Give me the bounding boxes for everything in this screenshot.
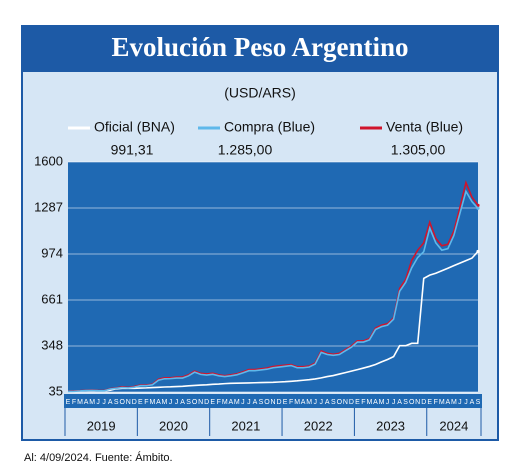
x-tick-label: A bbox=[397, 399, 402, 406]
x-tick-label: D bbox=[276, 399, 281, 406]
x-tick-label: J bbox=[102, 399, 106, 406]
x-tick-label: A bbox=[156, 399, 161, 406]
x-tick-label: A bbox=[253, 399, 258, 406]
x-tick-label: N bbox=[415, 399, 420, 406]
x-tick-label: J bbox=[175, 399, 179, 406]
legend-label: Venta (Blue) bbox=[386, 119, 463, 135]
x-tick-label: S bbox=[476, 399, 481, 406]
end-marker bbox=[476, 206, 480, 210]
x-tick-label: M bbox=[77, 399, 83, 406]
x-tick-label: F bbox=[144, 399, 148, 406]
x-tick-label: O bbox=[337, 399, 343, 406]
end-marker bbox=[476, 249, 480, 254]
footer: Al: 4/09/2024. Fuente: Ámbito. bbox=[24, 451, 173, 464]
y-tick-label: 974 bbox=[41, 245, 63, 260]
x-tick-label: J bbox=[386, 399, 390, 406]
x-tick-label: A bbox=[108, 399, 113, 406]
x-tick-label: D bbox=[132, 399, 137, 406]
x-tick-label: A bbox=[301, 399, 306, 406]
year-label: 2019 bbox=[87, 418, 116, 433]
y-tick-label: 1600 bbox=[34, 153, 63, 168]
x-tick-label: D bbox=[204, 399, 209, 406]
chart-title: Evolución Peso Argentino bbox=[111, 32, 408, 62]
x-tick-label: M bbox=[379, 399, 385, 406]
x-tick-label: F bbox=[361, 399, 365, 406]
x-tick-label: A bbox=[228, 399, 233, 406]
x-tick-label: F bbox=[289, 399, 293, 406]
x-tick-label: J bbox=[313, 399, 317, 406]
x-tick-label: N bbox=[126, 399, 131, 406]
series-line bbox=[67, 189, 479, 393]
x-tick-label: M bbox=[222, 399, 228, 406]
x-axis-strip bbox=[64, 394, 482, 408]
legend-label: Compra (Blue) bbox=[224, 119, 315, 135]
x-tick-label: E bbox=[427, 399, 432, 406]
y-tick-label: 35 bbox=[49, 383, 63, 398]
legend-value: 991,31 bbox=[111, 142, 154, 158]
x-tick-label: J bbox=[464, 399, 468, 406]
x-tick-label: M bbox=[306, 399, 312, 406]
x-tick-label: D bbox=[349, 399, 354, 406]
x-tick-label: S bbox=[186, 399, 191, 406]
x-tick-label: J bbox=[319, 399, 323, 406]
legend-label: Oficial (BNA) bbox=[94, 119, 175, 135]
x-tick-label: F bbox=[72, 399, 76, 406]
y-tick-label: 1287 bbox=[34, 199, 63, 214]
x-tick-label: E bbox=[355, 399, 360, 406]
year-label: 2023 bbox=[376, 418, 405, 433]
y-tick-label: 348 bbox=[41, 337, 63, 352]
x-tick-label: A bbox=[84, 399, 89, 406]
end-marker bbox=[476, 203, 480, 207]
x-tick-label: O bbox=[192, 399, 198, 406]
x-tick-label: O bbox=[409, 399, 415, 406]
x-tick-label: A bbox=[470, 399, 475, 406]
x-tick-label: S bbox=[114, 399, 119, 406]
subtitle: (USD/ARS) bbox=[224, 85, 296, 101]
x-tick-label: O bbox=[120, 399, 126, 406]
year-label: 2021 bbox=[231, 418, 260, 433]
x-tick-label: D bbox=[421, 399, 426, 406]
title-band bbox=[22, 26, 498, 72]
x-tick-label: O bbox=[264, 399, 270, 406]
x-tick-label: J bbox=[392, 399, 396, 406]
legend-value: 1.305,00 bbox=[391, 142, 446, 158]
year-label: 2024 bbox=[439, 418, 468, 433]
x-tick-label: M bbox=[367, 399, 373, 406]
x-tick-label: A bbox=[325, 399, 330, 406]
x-tick-label: M bbox=[439, 399, 445, 406]
x-tick-label: F bbox=[434, 399, 438, 406]
x-tick-label: J bbox=[169, 399, 173, 406]
x-tick-label: S bbox=[259, 399, 264, 406]
x-tick-label: J bbox=[458, 399, 462, 406]
x-tick-label: N bbox=[343, 399, 348, 406]
x-tick-label: M bbox=[451, 399, 457, 406]
x-tick-label: S bbox=[403, 399, 408, 406]
x-tick-label: M bbox=[89, 399, 95, 406]
series-line bbox=[67, 250, 479, 393]
x-tick-label: M bbox=[162, 399, 168, 406]
x-tick-label: E bbox=[283, 399, 288, 406]
plot-area bbox=[68, 162, 478, 392]
x-tick-label: A bbox=[373, 399, 378, 406]
x-tick-label: M bbox=[234, 399, 240, 406]
x-tick-label: M bbox=[149, 399, 155, 406]
x-tick-label: J bbox=[247, 399, 251, 406]
x-tick-label: A bbox=[180, 399, 185, 406]
x-tick-label: E bbox=[138, 399, 143, 406]
x-tick-label: F bbox=[217, 399, 221, 406]
x-tick-label: J bbox=[96, 399, 100, 406]
x-tick-label: E bbox=[66, 399, 71, 406]
x-tick-label: J bbox=[241, 399, 245, 406]
year-label: 2022 bbox=[304, 418, 333, 433]
x-tick-label: S bbox=[331, 399, 336, 406]
legend-value: 1.285,00 bbox=[218, 142, 273, 158]
x-tick-label: A bbox=[446, 399, 451, 406]
x-tick-label: M bbox=[294, 399, 300, 406]
x-tick-label: E bbox=[210, 399, 215, 406]
x-tick-label: N bbox=[198, 399, 203, 406]
x-tick-label: N bbox=[270, 399, 275, 406]
year-label: 2020 bbox=[159, 418, 188, 433]
y-tick-label: 661 bbox=[41, 291, 63, 306]
